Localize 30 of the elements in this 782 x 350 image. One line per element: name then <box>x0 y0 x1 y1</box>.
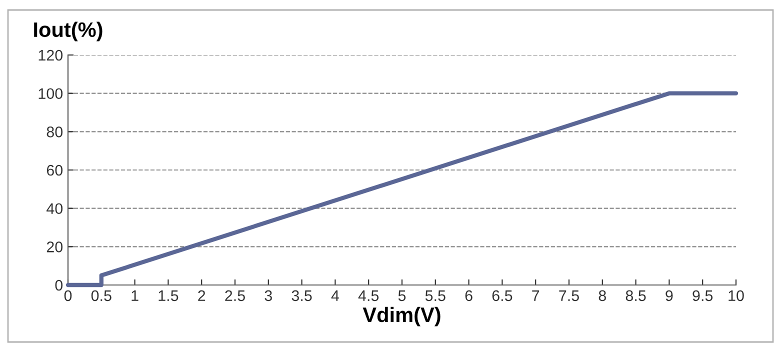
x-tick-label: 8.5 <box>626 290 646 302</box>
x-tick-label: 2.5 <box>225 290 245 302</box>
x-tick-label: 1 <box>132 290 138 301</box>
y-tick-label: 20 <box>46 242 63 252</box>
y-tick-label: 80 <box>46 126 63 138</box>
x-tick-label: 4 <box>331 290 339 301</box>
x-tick-label: 6.5 <box>492 290 512 302</box>
x-axis-title: Vdim(V) <box>362 306 440 326</box>
x-tick-label: 3.5 <box>292 290 312 302</box>
x-tick-label: 0 <box>64 290 72 302</box>
y-tick-label: 0 <box>55 280 63 291</box>
x-tick-label: 3 <box>264 290 272 302</box>
x-tick-label: 4.5 <box>358 290 379 302</box>
x-tick-label: 6 <box>465 290 472 302</box>
x-tick-label: 7 <box>532 290 540 301</box>
x-tick-label: 10 <box>728 290 744 302</box>
x-tick-label: 5 <box>398 290 406 302</box>
x-tick-label: 7.5 <box>559 290 579 302</box>
y-axis-title: Iout(%) <box>34 22 102 42</box>
x-tick-label: 8 <box>598 290 606 302</box>
x-tick-label: 0.5 <box>91 290 112 302</box>
y-tick-label: 40 <box>46 203 63 214</box>
y-tick-label: 100 <box>38 88 63 100</box>
y-tick-label: 60 <box>46 164 63 176</box>
y-tick-label: 120 <box>38 50 63 61</box>
x-tick-label: 1.5 <box>158 290 178 302</box>
x-tick-label: 9 <box>666 290 673 302</box>
x-tick-label: 2 <box>198 290 206 301</box>
x-tick-label: 9.5 <box>692 290 713 302</box>
x-tick-label: 5.5 <box>425 290 446 302</box>
